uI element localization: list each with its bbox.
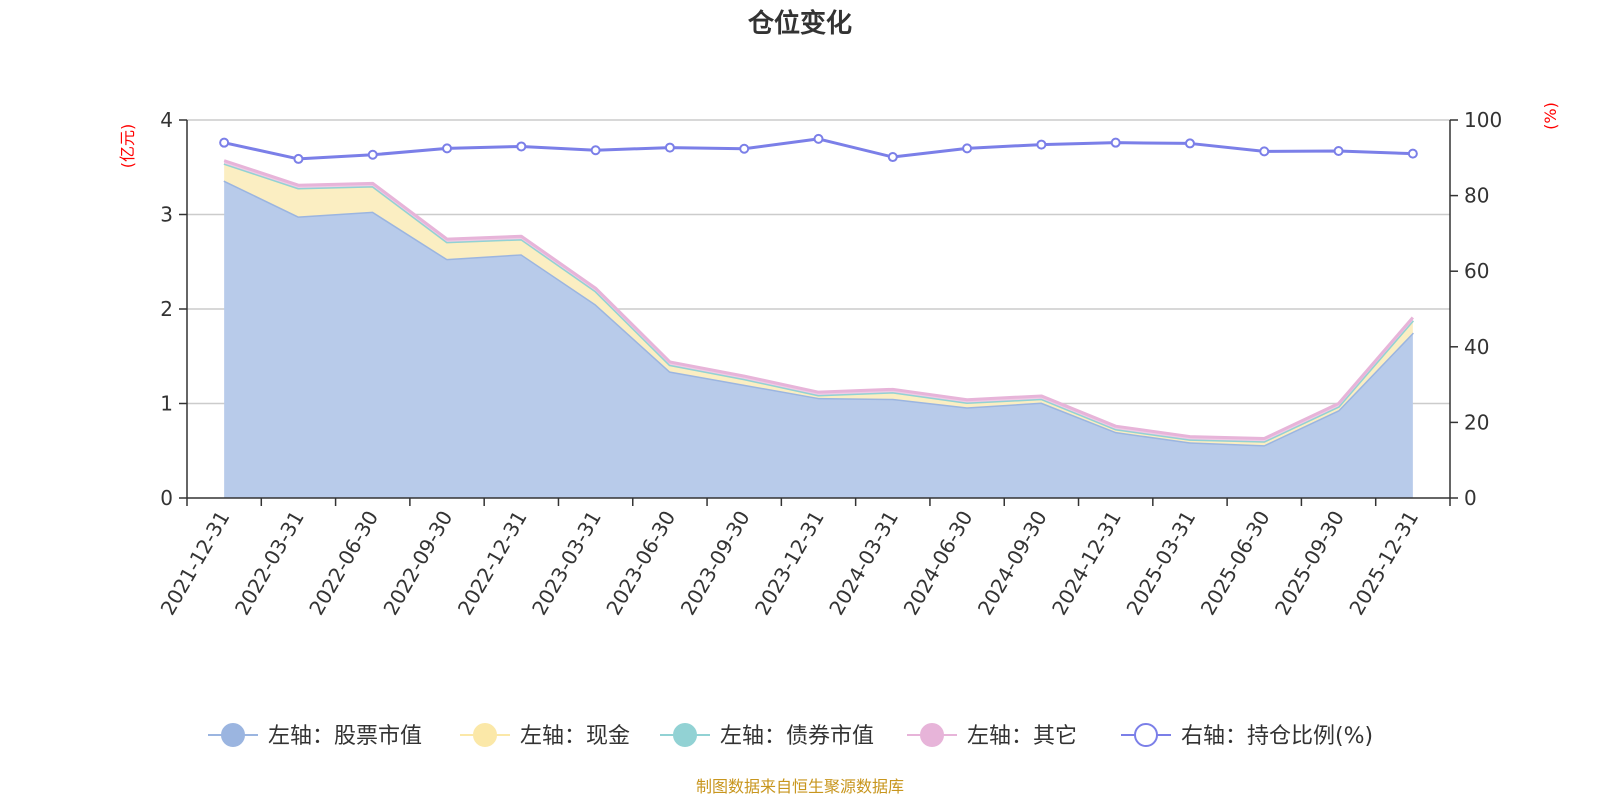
position-ratio-point	[442, 143, 453, 154]
position-ratio-point	[887, 152, 898, 163]
area-series-3-edge	[223, 159, 1414, 440]
position-ratio-point	[1110, 137, 1121, 148]
legend-label: 左轴：现金	[520, 724, 630, 749]
area-series-1	[224, 163, 1413, 446]
legend-marker	[920, 723, 944, 747]
left-axis-tick-label: 4	[160, 108, 173, 132]
position-ratio-point	[516, 141, 527, 152]
x-axis-tick-label: 2024-12-31	[1047, 507, 1126, 620]
source-note: 制图数据来自恒生聚源数据库	[696, 777, 904, 796]
legend-marker	[673, 723, 697, 747]
legend-marker	[1134, 723, 1158, 747]
x-axis-tick-label: 2023-03-31	[527, 507, 606, 620]
x-axis-tick-label: 2024-09-30	[973, 507, 1052, 620]
right-axis-tick-label: 60	[1464, 259, 1489, 283]
position-ratio-point	[1333, 145, 1344, 156]
x-axis-tick-label: 2022-09-30	[378, 507, 457, 620]
x-axis-tick-label: 2023-12-31	[750, 507, 829, 620]
legend-marker	[473, 723, 497, 747]
left-axis-tick-label: 2	[160, 297, 173, 321]
position-ratio-point	[1184, 138, 1195, 149]
x-axis-tick-label: 2021-12-31	[156, 507, 235, 620]
x-axis-tick-label: 2025-03-31	[1121, 507, 1200, 620]
area-series-0	[224, 180, 1413, 499]
left-axis-tick-label: 3	[160, 203, 173, 227]
right-axis-tick-label: 0	[1464, 486, 1477, 510]
right-axis-tick-label: 20	[1464, 410, 1489, 434]
position-ratio-point	[1036, 139, 1047, 150]
legend: 左轴：股票市值 左轴：现金 左轴：债券市值 左轴：其它 右轴：持仓比例(%)	[208, 723, 1373, 749]
x-axis-tick-label: 2023-06-30	[601, 507, 680, 620]
legend-label: 左轴：股票市值	[268, 724, 422, 749]
x-axis-tick-label: 2025-06-30	[1196, 507, 1275, 620]
x-axis-tick-label: 2025-09-30	[1270, 507, 1349, 620]
legend-label: 右轴：持仓比例(%)	[1181, 724, 1373, 749]
position-ratio-point	[813, 133, 824, 144]
position-ratio-point	[293, 153, 304, 164]
x-axis-tick-label: 2025-12-31	[1344, 507, 1423, 620]
left-axis-unit: (亿元)	[118, 124, 137, 169]
legend-marker	[221, 723, 245, 747]
position-ratio-point	[367, 149, 378, 160]
x-axis-tick-label: 2024-06-30	[899, 507, 978, 620]
right-axis-tick-label: 80	[1464, 184, 1489, 208]
x-axis-tick-label: 2022-12-31	[453, 507, 532, 620]
x-axis-tick-label: 2024-03-31	[824, 507, 903, 620]
left-axis-tick-label: 1	[160, 392, 173, 416]
position-ratio-point	[219, 137, 230, 148]
position-ratio-point	[962, 143, 973, 154]
position-ratio-point	[664, 142, 675, 153]
position-ratio-point	[1407, 148, 1418, 159]
left-axis-tick-label: 0	[160, 486, 173, 510]
position-ratio-point	[739, 143, 750, 154]
legend-label: 左轴：其它	[967, 724, 1077, 749]
x-axis-tick-label: 2022-06-30	[304, 507, 383, 620]
position-ratio-point	[590, 145, 601, 156]
position-ratio-point	[1259, 146, 1270, 157]
x-axis-tick-label: 2023-09-30	[676, 507, 755, 620]
stacked-areas	[223, 159, 1414, 499]
right-axis-tick-label: 40	[1464, 335, 1489, 359]
position-ratio-line	[219, 133, 1418, 164]
right-axis-unit: (%)	[1541, 102, 1560, 130]
legend-label: 左轴：债券市值	[720, 724, 874, 749]
right-axis-tick-label: 100	[1464, 108, 1502, 132]
chart-title: 仓位变化	[747, 8, 852, 39]
x-axis-tick-label: 2022-03-31	[230, 507, 309, 620]
